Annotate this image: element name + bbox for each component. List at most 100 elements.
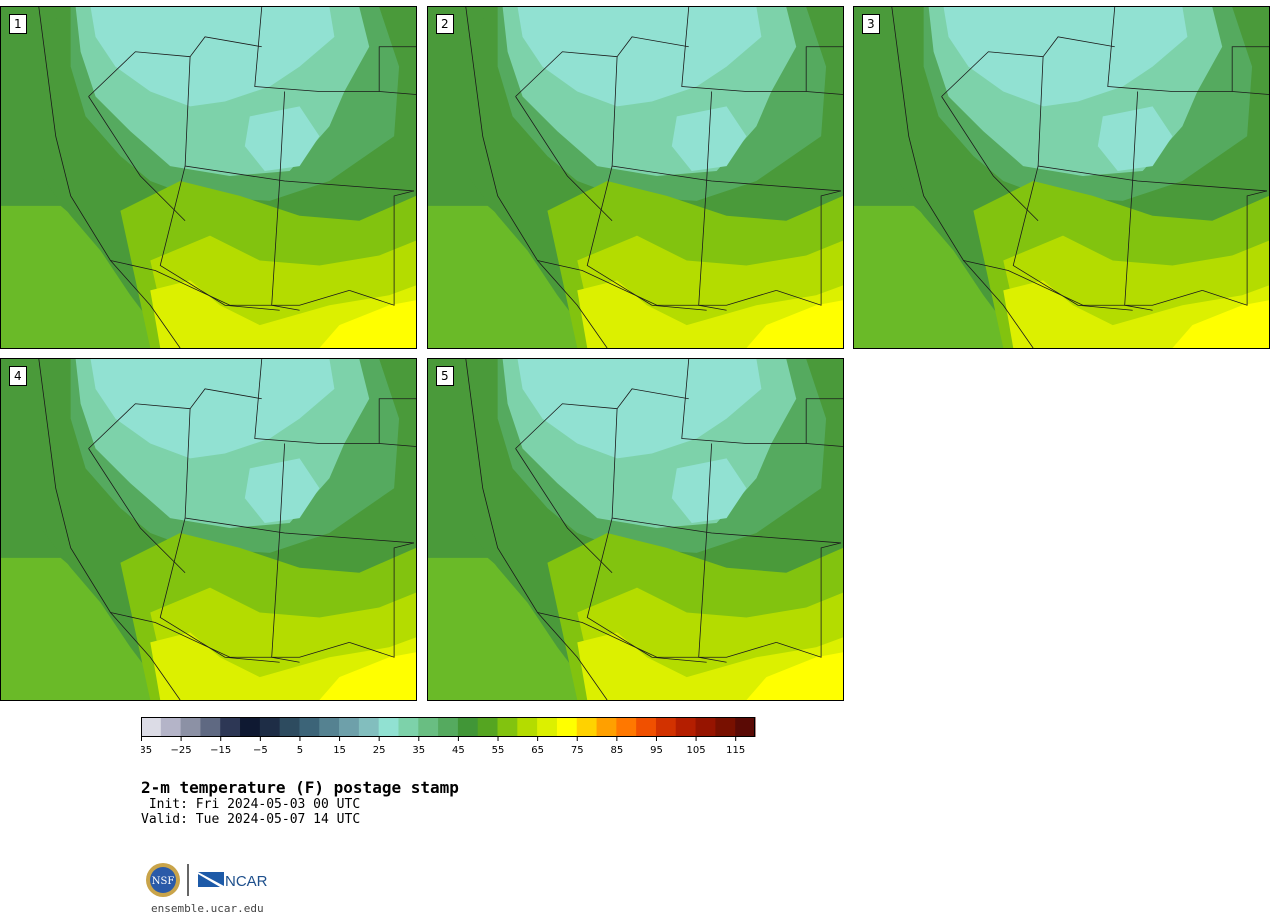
temperature-contour	[943, 7, 1188, 107]
state-border	[515, 448, 613, 574]
colorbar-swatch	[180, 717, 201, 737]
colorbar-swatch	[160, 717, 182, 737]
svg-text:NCAR: NCAR	[225, 873, 268, 890]
temperature-map	[428, 359, 843, 700]
colorbar-swatch	[457, 717, 479, 737]
colorbar-swatch	[339, 717, 360, 737]
temperature-map	[428, 7, 843, 348]
state-border	[611, 408, 842, 544]
state-border	[378, 398, 416, 444]
state-border	[537, 612, 777, 658]
colorbar-tick-label: 95	[650, 745, 663, 756]
state-border	[586, 517, 707, 663]
state-border	[378, 46, 416, 92]
state-border	[941, 36, 1115, 97]
chart-title: 2-m temperature (F) postage stamp	[141, 778, 459, 797]
temperature-contour	[1172, 300, 1269, 348]
chart-title-block: 2-m temperature (F) postage stamp Init: …	[141, 778, 459, 827]
colorbar-swatch	[220, 717, 241, 737]
forecast-map-panel: 5	[427, 358, 844, 701]
colorbar-swatch	[398, 717, 419, 737]
svg-text:NSF: NSF	[152, 876, 175, 887]
colorbar-swatch	[259, 717, 281, 737]
colorbar-tick-label: 85	[610, 745, 623, 756]
state-border	[1202, 190, 1268, 306]
state-border	[110, 260, 350, 306]
colorbar-swatch	[517, 717, 538, 737]
state-border	[515, 36, 689, 97]
state-border	[1231, 46, 1269, 92]
colorbar-swatch	[378, 717, 399, 737]
state-border	[254, 359, 416, 447]
forecast-map-panel: 1	[0, 6, 417, 349]
colorbar-swatch	[715, 717, 736, 737]
state-border	[586, 165, 707, 311]
colorbar-tick-label: 115	[726, 745, 745, 756]
state-border	[349, 542, 415, 658]
forecast-map-panel: 2	[427, 6, 844, 349]
state-border	[110, 612, 350, 658]
logos: NSF NCAR	[144, 860, 284, 900]
colorbar-swatch	[497, 717, 518, 737]
state-border	[537, 260, 777, 306]
state-border	[271, 91, 300, 311]
state-border	[891, 7, 1034, 348]
colorbar-tick-label: −5	[253, 745, 268, 756]
state-border	[681, 7, 843, 95]
colorbar-swatch	[556, 717, 578, 737]
website-url[interactable]: ensemble.ucar.edu	[151, 902, 264, 915]
colorbar-swatch	[240, 717, 261, 737]
state-border	[254, 7, 416, 95]
state-border	[805, 398, 843, 444]
temperature-contour	[854, 205, 1014, 348]
forecast-map-panel: 4	[0, 358, 417, 701]
temperature-contour	[319, 300, 416, 348]
temperature-map	[1, 359, 416, 700]
state-border	[1124, 91, 1153, 311]
state-border	[159, 517, 280, 663]
ensemble-member-label: 3	[862, 14, 880, 34]
colorbar-tick-label: −15	[210, 745, 231, 756]
colorbar-swatch	[576, 717, 598, 737]
ensemble-member-label: 2	[436, 14, 454, 34]
state-border	[184, 408, 415, 544]
ensemble-member-label: 1	[9, 14, 27, 34]
state-border	[38, 359, 181, 700]
colorbar-swatch	[299, 717, 320, 737]
temperature-colorbar: −35 −25 −15 −5 5 15 25 35 45 55 65 75 85 95 105 115	[131, 717, 781, 763]
temperature-contour	[517, 7, 762, 107]
state-border	[271, 443, 300, 663]
temperature-contour	[319, 652, 416, 700]
colorbar-tick-label: 35	[412, 745, 425, 756]
colorbar-swatch	[735, 717, 756, 737]
state-border	[88, 448, 186, 574]
colorbar-tick-label: −25	[171, 745, 192, 756]
colorbar-tick-label: 65	[531, 745, 544, 756]
state-border	[776, 190, 842, 306]
state-border	[184, 56, 415, 192]
init-time: Init: Fri 2024-05-03 00 UTC	[141, 797, 361, 812]
colorbar-swatch	[418, 717, 439, 737]
state-border	[38, 7, 181, 348]
state-border	[776, 542, 842, 658]
colorbar-tick-label: 105	[687, 745, 706, 756]
colorbar-swatch	[616, 717, 637, 737]
colorbar-swatch	[655, 717, 677, 737]
state-border	[159, 165, 280, 311]
colorbar-swatch	[358, 717, 380, 737]
temperature-contour	[428, 205, 588, 348]
state-border	[698, 91, 727, 311]
temperature-contour	[746, 652, 843, 700]
temperature-contour	[1, 557, 161, 700]
state-border	[963, 260, 1203, 306]
state-border	[941, 96, 1039, 222]
colorbar-swatch	[675, 717, 697, 737]
temperature-contour	[1, 205, 161, 348]
state-border	[465, 359, 608, 700]
state-border	[805, 46, 843, 92]
colorbar-tick-label: 55	[492, 745, 505, 756]
colorbar-swatch	[477, 717, 499, 737]
nsf-logo: NSF	[146, 863, 180, 897]
colorbar-tick-label: 45	[452, 745, 465, 756]
state-border	[698, 443, 727, 663]
